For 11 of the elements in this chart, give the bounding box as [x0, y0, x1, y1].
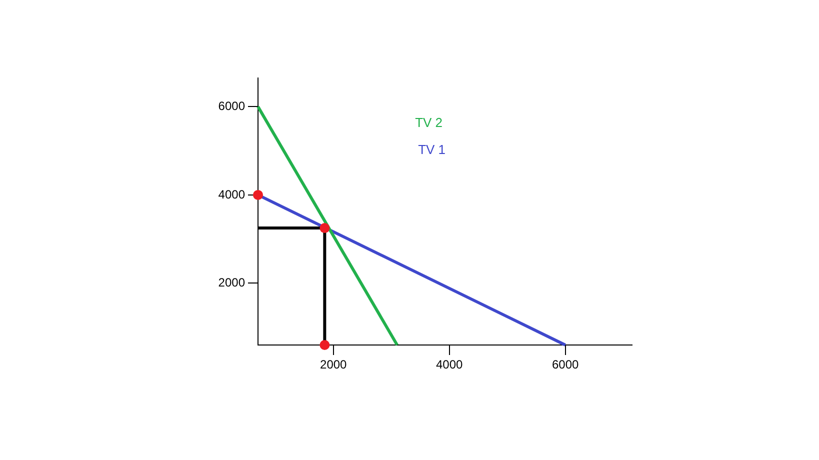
x-tick-label: 6000	[552, 358, 579, 372]
y-tick-label: 4000	[218, 187, 246, 202]
point	[320, 223, 330, 234]
y-tick-label: 6000	[218, 99, 246, 113]
text: TV 1	[418, 142, 446, 157]
point	[320, 340, 330, 350]
point	[253, 190, 263, 200]
x-tick-label: 2000	[320, 358, 348, 372]
text: TV 2	[415, 114, 443, 130]
x-tick-label: 4000	[436, 358, 464, 372]
y-tick-label: 2000	[218, 276, 246, 290]
